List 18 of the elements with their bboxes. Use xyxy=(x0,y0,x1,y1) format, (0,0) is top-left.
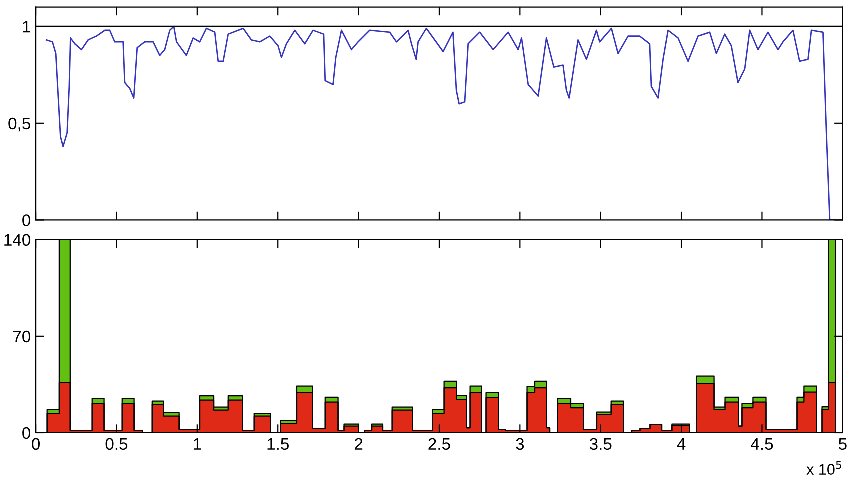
x-tick-label: 3.5 xyxy=(590,438,612,450)
x-tick-label: 4 xyxy=(677,438,686,450)
x-tick-label: 2 xyxy=(354,438,363,450)
y-tick-label: 1 xyxy=(23,21,30,33)
x-tick-label: 1 xyxy=(194,438,202,450)
x-tick-label: 0 xyxy=(32,438,40,450)
x-tick-label: 5 xyxy=(838,438,847,450)
x-tick-label: 4.5 xyxy=(751,438,774,450)
x-tick-label: 1.5 xyxy=(268,438,289,450)
y-tick-label: 70 xyxy=(13,330,31,343)
text: x 10$^{5}$ xyxy=(806,461,842,475)
y-tick-label: 140 xyxy=(4,234,31,246)
x-tick-label: 2.5 xyxy=(428,438,450,450)
y-tick-label: 0,5 xyxy=(8,118,30,132)
x-tick-label: 0.5 xyxy=(106,438,128,450)
y-tick-label: 0 xyxy=(22,427,31,440)
y-tick-label: 0 xyxy=(22,214,31,226)
x-tick-label: 3 xyxy=(516,438,524,450)
